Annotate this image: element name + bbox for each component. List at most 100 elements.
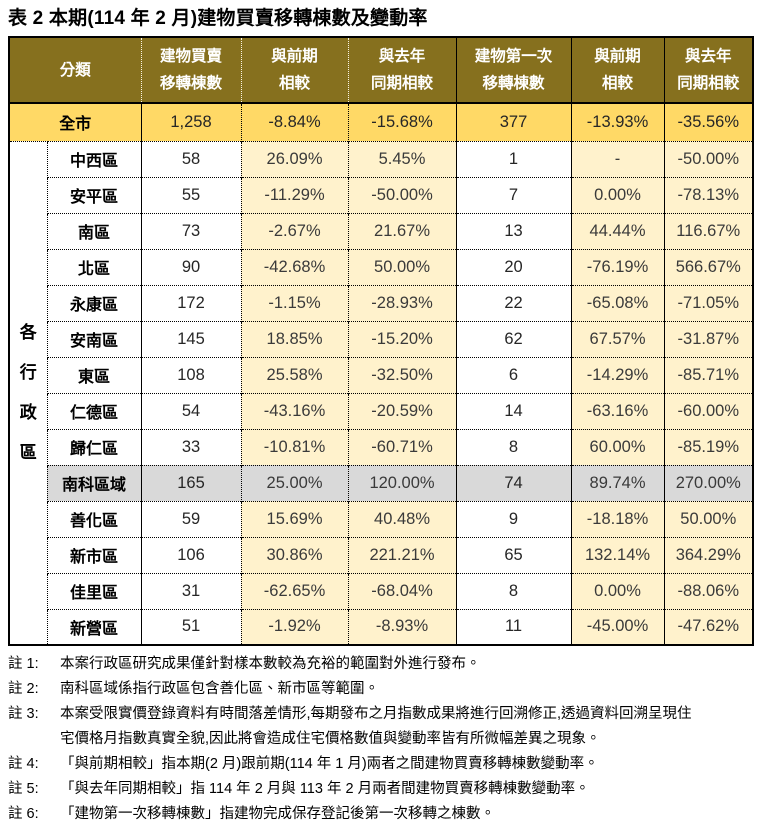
district-sale-transfers: 51 <box>140 608 242 645</box>
district-sale-vs-last-year: -32.50% <box>347 356 457 393</box>
district-group-char: 行 <box>19 363 37 383</box>
district-first-vs-prev: 67.57% <box>570 320 665 357</box>
district-first-vs-last-year: -31.87% <box>663 320 754 357</box>
district-sale-transfers: 106 <box>140 536 242 573</box>
district-first-vs-last-year: -85.71% <box>663 356 754 393</box>
district-first-vs-prev: -76.19% <box>570 248 665 285</box>
table-body: 全市 1,258 -8.84% -15.68% 377 -13.93% -35.… <box>9 103 754 645</box>
footnote-text: 「與去年同期相較」指 114 年 2 月與 113 年 2 月兩者間建物買賣移轉… <box>60 781 590 797</box>
district-sale-vs-last-year: 21.67% <box>347 212 457 249</box>
district-sale-vs-prev: -42.68% <box>240 248 349 285</box>
district-first-vs-prev: -14.29% <box>570 356 665 393</box>
district-name: 歸仁區 <box>46 428 142 465</box>
district-first-transfers: 1 <box>455 140 572 177</box>
table-title: 表 2 本期(114 年 2 月)建物買賣移轉棟數及變動率 <box>8 8 428 29</box>
district-row: 各行政區 中西區 58 26.09% 5.45% 1 - -50.00% <box>9 140 754 645</box>
district-sale-vs-last-year: -68.04% <box>347 572 457 609</box>
district-first-vs-last-year: -71.05% <box>663 284 754 321</box>
district-group-label: 各行政區 <box>10 324 47 461</box>
district-sale-vs-prev: -1.15% <box>240 284 349 321</box>
district-name: 南科區域 <box>46 464 142 501</box>
district-first-transfers: 74 <box>455 464 572 501</box>
district-first-transfers: 14 <box>455 392 572 429</box>
district-row: 東區 108 25.58% -32.50% 6 -14.29% -85.71% <box>9 356 754 393</box>
district-first-vs-last-year: 364.29% <box>663 536 754 573</box>
district-first-vs-last-year: 566.67% <box>663 248 754 285</box>
footnotes: 註 1: 本案行政區研究成果僅針對樣本數較為充裕的範圍對外進行發布。 註 2: … <box>8 652 752 827</box>
footnote-1: 註 1: 本案行政區研究成果僅針對樣本數較為充裕的範圍對外進行發布。 <box>8 652 752 677</box>
district-first-transfers: 20 <box>455 248 572 285</box>
district-row: 善化區 59 15.69% 40.48% 9 -18.18% 50.00% <box>9 500 754 537</box>
table-header: 分類 建物買賣 移轉棟數 與前期 相較 與去年 同期相較 建物第一次 移轉棟數 … <box>9 37 754 103</box>
district-sale-vs-last-year: 221.21% <box>347 536 457 573</box>
header-sale-transfers: 建物買賣 移轉棟數 <box>140 37 242 103</box>
city-sale-vs-last-year: -15.68% <box>347 103 457 141</box>
district-sale-vs-prev: -43.16% <box>240 392 349 429</box>
district-group-cell: 各行政區 <box>9 140 47 645</box>
footnote-text: 南科區域係指行政區包含善化區、新市區等範圍。 <box>60 681 379 697</box>
district-first-transfers: 13 <box>455 212 572 249</box>
district-sale-vs-last-year: 120.00% <box>347 464 457 501</box>
district-row: 新市區 106 30.86% 221.21% 65 132.14% 364.29… <box>9 536 754 573</box>
district-row: 佳里區 31 -62.65% -68.04% 8 0.00% -88.06% <box>9 572 754 609</box>
city-sale-transfers: 1,258 <box>140 103 242 141</box>
header-first-vs-prev: 與前期 相較 <box>570 37 665 103</box>
district-first-vs-prev: 0.00% <box>570 176 665 213</box>
city-sale-vs-prev: -8.84% <box>240 103 349 141</box>
footnote-4: 註 4: 「與前期相較」指本期(2 月)跟前期(114 年 1 月)兩者之間建物… <box>8 752 752 777</box>
district-first-vs-prev: -65.08% <box>570 284 665 321</box>
header-sale-vs-last-year: 與去年 同期相較 <box>347 37 457 103</box>
city-first-vs-last-year: -35.56% <box>663 103 754 141</box>
district-sale-vs-last-year: 40.48% <box>347 500 457 537</box>
district-sale-vs-last-year: -8.93% <box>347 608 457 645</box>
district-first-transfers: 9 <box>455 500 572 537</box>
footnote-3: 註 3: 本案受限實價登錄資料有時間落差情形,每期發布之月指數成果將進行回溯修正… <box>8 702 752 752</box>
district-name: 新市區 <box>46 536 142 573</box>
district-name: 佳里區 <box>46 572 142 609</box>
district-row: 安南區 145 18.85% -15.20% 62 67.57% -31.87% <box>9 320 754 357</box>
district-sale-transfers: 108 <box>140 356 242 393</box>
district-sale-vs-prev: 25.58% <box>240 356 349 393</box>
district-first-vs-last-year: -88.06% <box>663 572 754 609</box>
district-first-vs-prev: -45.00% <box>570 608 665 645</box>
district-sale-vs-prev: 15.69% <box>240 500 349 537</box>
district-sale-transfers: 59 <box>140 500 242 537</box>
header-row: 分類 建物買賣 移轉棟數 與前期 相較 與去年 同期相較 建物第一次 移轉棟數 … <box>9 37 754 103</box>
district-sale-vs-prev: -11.29% <box>240 176 349 213</box>
footnote-label: 註 4: <box>8 756 39 772</box>
district-sale-vs-prev: -62.65% <box>240 572 349 609</box>
footnote-label: 註 2: <box>8 681 39 697</box>
district-sale-transfers: 165 <box>140 464 242 501</box>
district-sale-vs-last-year: -60.71% <box>347 428 457 465</box>
district-row: 南科區域 165 25.00% 120.00% 74 89.74% 270.00… <box>9 464 754 501</box>
district-row: 永康區 172 -1.15% -28.93% 22 -65.08% -71.05… <box>9 284 754 321</box>
district-name: 中西區 <box>46 140 142 177</box>
district-first-vs-prev: -63.16% <box>570 392 665 429</box>
district-first-vs-last-year: -85.19% <box>663 428 754 465</box>
district-sale-vs-prev: -2.67% <box>240 212 349 249</box>
district-first-vs-last-year: 270.00% <box>663 464 754 501</box>
district-first-vs-last-year: -47.62% <box>663 608 754 645</box>
district-name: 北區 <box>46 248 142 285</box>
footnote-text: 「與前期相較」指本期(2 月)跟前期(114 年 1 月)兩者之間建物買賣移轉棟… <box>60 756 599 772</box>
footnote-2: 註 2: 南科區域係指行政區包含善化區、新市區等範圍。 <box>8 677 752 702</box>
district-first-transfers: 7 <box>455 176 572 213</box>
footnote-5: 註 5: 「與去年同期相較」指 114 年 2 月與 113 年 2 月兩者間建… <box>8 777 752 802</box>
district-first-vs-last-year: 50.00% <box>663 500 754 537</box>
footnote-label: 註 3: <box>8 706 39 722</box>
city-label: 全市 <box>9 103 142 141</box>
header-first-transfers: 建物第一次 移轉棟數 <box>455 37 572 103</box>
district-name: 仁德區 <box>46 392 142 429</box>
district-sale-vs-prev: 18.85% <box>240 320 349 357</box>
city-first-vs-prev: -13.93% <box>570 103 665 141</box>
district-name: 善化區 <box>46 500 142 537</box>
district-row: 北區 90 -42.68% 50.00% 20 -76.19% 566.67% <box>9 248 754 285</box>
district-row: 南區 73 -2.67% 21.67% 13 44.44% 116.67% <box>9 212 754 249</box>
district-group-char: 各 <box>19 323 37 343</box>
header-first-vs-last-year: 與去年 同期相較 <box>663 37 754 103</box>
district-first-vs-prev: 44.44% <box>570 212 665 249</box>
district-first-transfers: 62 <box>455 320 572 357</box>
district-row: 新營區 51 -1.92% -8.93% 11 -45.00% -47.62% <box>9 608 754 645</box>
district-sale-vs-last-year: -20.59% <box>347 392 457 429</box>
district-first-transfers: 6 <box>455 356 572 393</box>
